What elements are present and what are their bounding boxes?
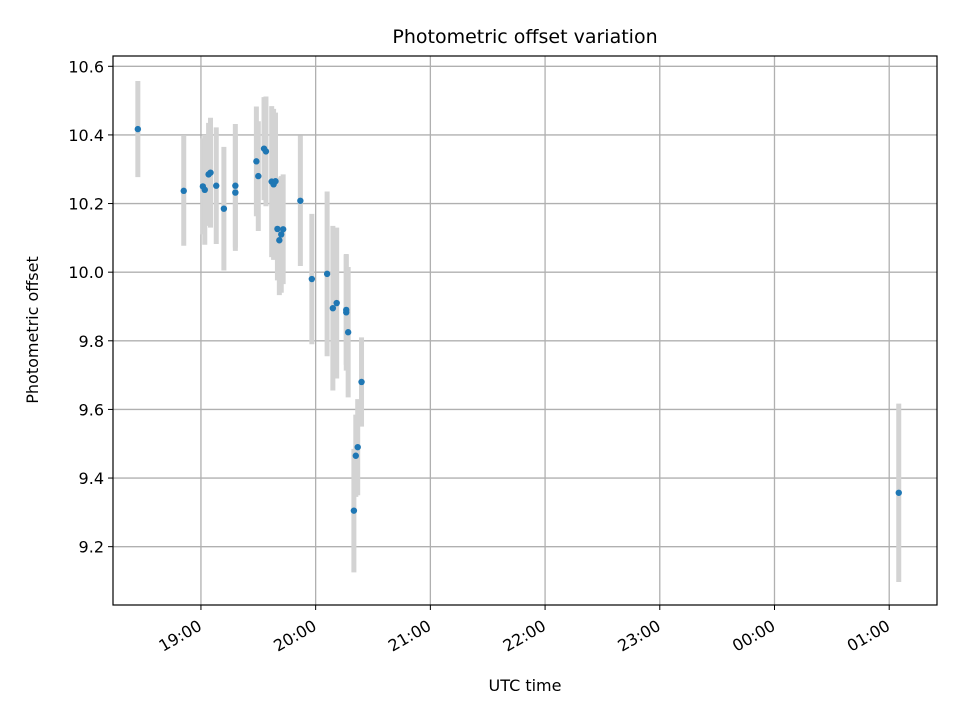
- y-tick-label: 9.4: [79, 469, 104, 488]
- data-point: [358, 378, 365, 386]
- y-tick-label: 10.2: [68, 195, 104, 214]
- data-point: [262, 148, 270, 155]
- data-points: [134, 125, 902, 514]
- data-point: [220, 205, 228, 212]
- y-tick-label: 10.6: [68, 57, 104, 76]
- x-axis-title: UTC time: [489, 676, 562, 695]
- y-tick-label: 9.2: [79, 538, 104, 557]
- y-tick-label: 9.8: [79, 332, 104, 351]
- plot-frame: [112, 55, 938, 606]
- y-axis: 9.2 9.4 9.6 9.8 10.0 10.2 10.4 10.6: [68, 57, 113, 557]
- grid: [113, 56, 937, 605]
- y-tick-label: 9.6: [79, 400, 104, 419]
- data-point: [344, 329, 352, 336]
- data-point: [278, 231, 285, 238]
- data-point: [253, 158, 260, 165]
- data-point: [255, 172, 262, 180]
- data-point: [213, 182, 220, 189]
- data-point: [350, 507, 358, 514]
- data-point: [308, 275, 316, 283]
- data-point: [134, 125, 142, 133]
- chart-title: Photometric offset variation: [392, 26, 657, 48]
- data-point: [276, 237, 283, 244]
- data-point: [272, 178, 279, 185]
- data-point: [274, 225, 281, 233]
- data-point: [232, 182, 239, 189]
- data-point: [323, 270, 331, 278]
- data-point: [895, 489, 902, 496]
- data-point: [207, 169, 214, 176]
- data-point: [333, 299, 340, 307]
- data-point: [232, 189, 239, 196]
- data-point: [180, 187, 187, 195]
- y-tick-label: 10.0: [68, 263, 104, 282]
- data-point: [297, 197, 304, 204]
- y-tick-label: 10.4: [68, 126, 104, 145]
- data-point: [354, 443, 361, 451]
- y-axis-title: Photometric offset: [23, 256, 42, 404]
- data-point: [343, 306, 350, 314]
- data-point: [279, 226, 287, 233]
- data-point: [329, 304, 337, 312]
- data-point: [201, 186, 208, 194]
- data-point: [352, 452, 360, 459]
